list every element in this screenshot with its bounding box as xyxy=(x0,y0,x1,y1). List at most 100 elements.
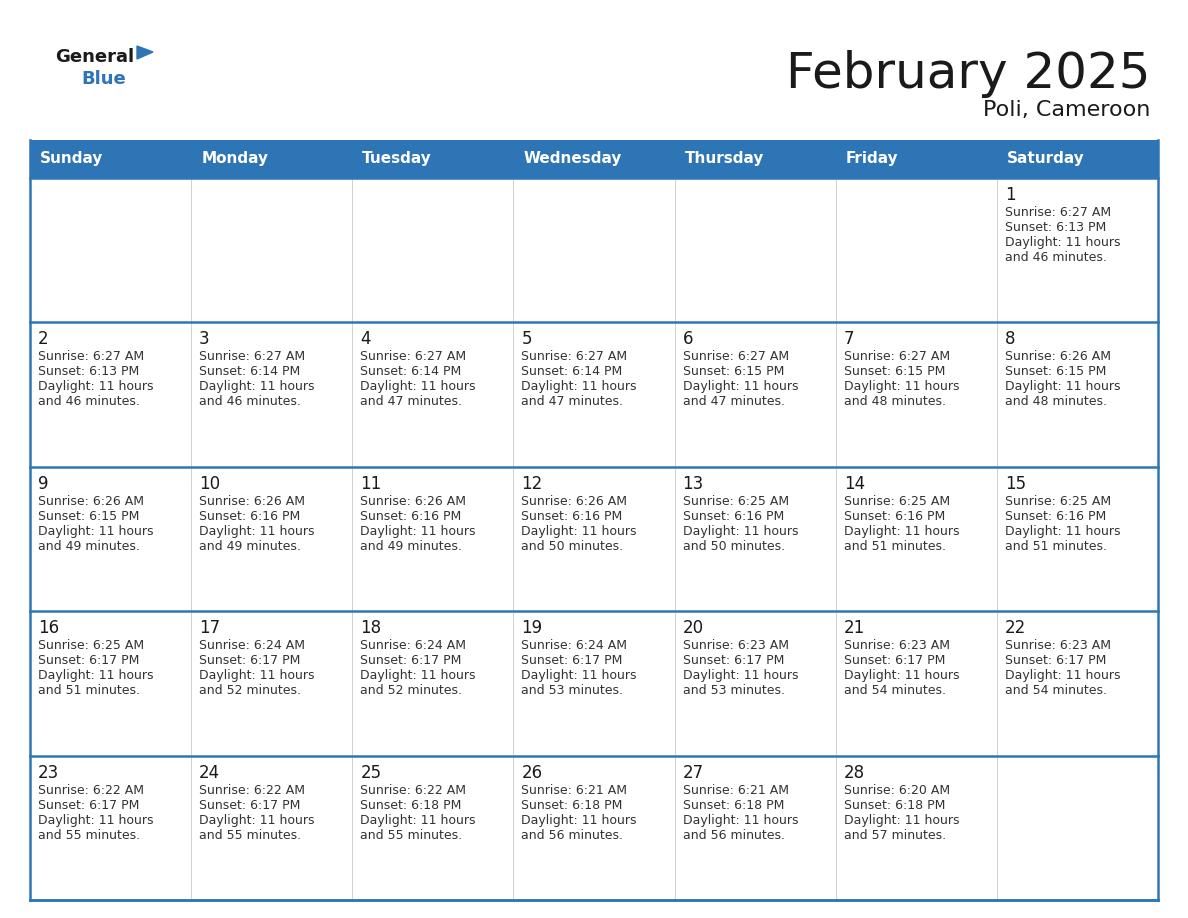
Bar xyxy=(30,466,191,611)
Text: Sunrise: 6:25 AM: Sunrise: 6:25 AM xyxy=(38,639,144,652)
Text: Sunrise: 6:26 AM: Sunrise: 6:26 AM xyxy=(522,495,627,508)
Text: Sunset: 6:16 PM: Sunset: 6:16 PM xyxy=(1005,509,1106,522)
Text: 7: 7 xyxy=(843,330,854,349)
Text: General: General xyxy=(55,48,134,66)
Text: Daylight: 11 hours: Daylight: 11 hours xyxy=(522,525,637,538)
Text: 25: 25 xyxy=(360,764,381,781)
Text: and 52 minutes.: and 52 minutes. xyxy=(200,684,301,697)
Bar xyxy=(675,178,835,322)
Text: Daylight: 11 hours: Daylight: 11 hours xyxy=(1005,236,1120,249)
Text: and 54 minutes.: and 54 minutes. xyxy=(843,684,946,697)
Text: and 49 minutes.: and 49 minutes. xyxy=(360,540,462,553)
Text: Daylight: 11 hours: Daylight: 11 hours xyxy=(38,525,153,538)
Text: Sunset: 6:16 PM: Sunset: 6:16 PM xyxy=(360,509,461,522)
Text: 10: 10 xyxy=(200,475,220,493)
Text: Daylight: 11 hours: Daylight: 11 hours xyxy=(360,669,475,682)
Text: and 47 minutes.: and 47 minutes. xyxy=(683,396,784,409)
Bar xyxy=(353,611,513,756)
Bar xyxy=(30,756,1158,900)
Text: Sunday: Sunday xyxy=(40,151,103,166)
Bar xyxy=(30,322,191,466)
Text: Wednesday: Wednesday xyxy=(524,151,621,166)
Text: Daylight: 11 hours: Daylight: 11 hours xyxy=(683,669,798,682)
Bar xyxy=(513,466,675,611)
Text: Daylight: 11 hours: Daylight: 11 hours xyxy=(522,813,637,826)
Text: and 48 minutes.: and 48 minutes. xyxy=(843,396,946,409)
Text: Sunset: 6:18 PM: Sunset: 6:18 PM xyxy=(522,799,623,812)
Bar xyxy=(675,756,835,900)
Bar xyxy=(30,178,191,322)
Text: Sunrise: 6:27 AM: Sunrise: 6:27 AM xyxy=(38,351,144,364)
Text: Daylight: 11 hours: Daylight: 11 hours xyxy=(360,525,475,538)
Text: 16: 16 xyxy=(38,620,59,637)
Text: Sunrise: 6:23 AM: Sunrise: 6:23 AM xyxy=(843,639,949,652)
Text: Sunrise: 6:25 AM: Sunrise: 6:25 AM xyxy=(683,495,789,508)
Text: 23: 23 xyxy=(38,764,59,781)
Text: and 55 minutes.: and 55 minutes. xyxy=(38,829,140,842)
Text: Sunset: 6:15 PM: Sunset: 6:15 PM xyxy=(1005,365,1106,378)
Text: and 56 minutes.: and 56 minutes. xyxy=(522,829,624,842)
Bar xyxy=(30,178,1158,322)
Text: Blue: Blue xyxy=(81,70,126,88)
Text: and 47 minutes.: and 47 minutes. xyxy=(360,396,462,409)
Bar xyxy=(30,611,1158,756)
Text: Sunset: 6:17 PM: Sunset: 6:17 PM xyxy=(843,655,946,667)
Bar xyxy=(513,322,675,466)
Text: and 52 minutes.: and 52 minutes. xyxy=(360,684,462,697)
Text: Daylight: 11 hours: Daylight: 11 hours xyxy=(200,525,315,538)
Bar xyxy=(835,178,997,322)
Text: Daylight: 11 hours: Daylight: 11 hours xyxy=(843,669,959,682)
Text: Sunrise: 6:27 AM: Sunrise: 6:27 AM xyxy=(843,351,950,364)
Text: Sunset: 6:17 PM: Sunset: 6:17 PM xyxy=(200,799,301,812)
Text: and 49 minutes.: and 49 minutes. xyxy=(200,540,301,553)
Bar xyxy=(835,756,997,900)
Text: 27: 27 xyxy=(683,764,703,781)
Bar xyxy=(835,466,997,611)
Text: and 46 minutes.: and 46 minutes. xyxy=(38,396,140,409)
Bar xyxy=(513,611,675,756)
Text: and 55 minutes.: and 55 minutes. xyxy=(360,829,462,842)
Polygon shape xyxy=(137,46,153,59)
Text: Sunrise: 6:24 AM: Sunrise: 6:24 AM xyxy=(360,639,466,652)
Text: Sunset: 6:14 PM: Sunset: 6:14 PM xyxy=(200,365,301,378)
Text: Sunrise: 6:27 AM: Sunrise: 6:27 AM xyxy=(200,351,305,364)
Text: Sunset: 6:18 PM: Sunset: 6:18 PM xyxy=(843,799,946,812)
Text: 4: 4 xyxy=(360,330,371,349)
Text: Daylight: 11 hours: Daylight: 11 hours xyxy=(683,813,798,826)
Text: Sunset: 6:17 PM: Sunset: 6:17 PM xyxy=(1005,655,1106,667)
Text: and 48 minutes.: and 48 minutes. xyxy=(1005,396,1107,409)
Text: Daylight: 11 hours: Daylight: 11 hours xyxy=(360,380,475,394)
Text: Sunset: 6:18 PM: Sunset: 6:18 PM xyxy=(683,799,784,812)
Text: and 54 minutes.: and 54 minutes. xyxy=(1005,684,1107,697)
Bar xyxy=(191,611,353,756)
Text: and 53 minutes.: and 53 minutes. xyxy=(522,684,624,697)
Text: Sunrise: 6:20 AM: Sunrise: 6:20 AM xyxy=(843,784,950,797)
Text: and 49 minutes.: and 49 minutes. xyxy=(38,540,140,553)
Text: 14: 14 xyxy=(843,475,865,493)
Text: Sunrise: 6:21 AM: Sunrise: 6:21 AM xyxy=(522,784,627,797)
Text: Sunset: 6:14 PM: Sunset: 6:14 PM xyxy=(522,365,623,378)
Text: 13: 13 xyxy=(683,475,703,493)
Text: 9: 9 xyxy=(38,475,49,493)
Text: Sunset: 6:16 PM: Sunset: 6:16 PM xyxy=(200,509,301,522)
Bar xyxy=(675,322,835,466)
Bar xyxy=(997,611,1158,756)
Text: Sunrise: 6:26 AM: Sunrise: 6:26 AM xyxy=(38,495,144,508)
Text: 11: 11 xyxy=(360,475,381,493)
Text: Sunrise: 6:27 AM: Sunrise: 6:27 AM xyxy=(683,351,789,364)
Text: Sunrise: 6:25 AM: Sunrise: 6:25 AM xyxy=(843,495,950,508)
Text: Sunset: 6:18 PM: Sunset: 6:18 PM xyxy=(360,799,462,812)
Bar xyxy=(30,756,191,900)
Text: Sunrise: 6:26 AM: Sunrise: 6:26 AM xyxy=(1005,351,1111,364)
Text: February 2025: February 2025 xyxy=(785,50,1150,98)
Text: Daylight: 11 hours: Daylight: 11 hours xyxy=(843,380,959,394)
Text: and 57 minutes.: and 57 minutes. xyxy=(843,829,946,842)
Text: 21: 21 xyxy=(843,620,865,637)
Text: Sunrise: 6:22 AM: Sunrise: 6:22 AM xyxy=(38,784,144,797)
Text: 6: 6 xyxy=(683,330,693,349)
Bar xyxy=(353,178,513,322)
Text: 1: 1 xyxy=(1005,186,1016,204)
Text: Poli, Cameroon: Poli, Cameroon xyxy=(982,100,1150,120)
Bar xyxy=(191,178,353,322)
Text: 22: 22 xyxy=(1005,620,1026,637)
